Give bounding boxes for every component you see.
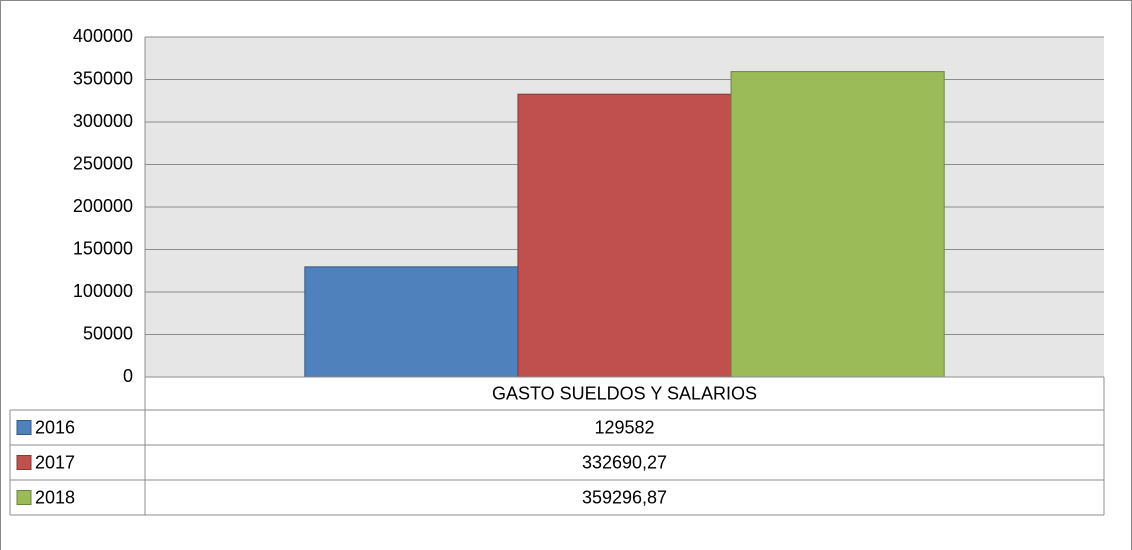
y-tick-label: 0 [123, 366, 133, 386]
legend-label: 2018 [35, 487, 75, 507]
y-tick-label: 400000 [73, 26, 133, 46]
legend-label: 2016 [35, 417, 75, 437]
y-tick-label: 350000 [73, 68, 133, 88]
bar [730, 71, 945, 378]
legend-key [16, 455, 32, 470]
legend-label: 2017 [35, 452, 75, 472]
y-tick-label: 50000 [83, 323, 133, 343]
table-header: GASTO SUELDOS Y SALARIOS [492, 383, 757, 403]
bar [304, 266, 519, 378]
bar [517, 93, 732, 378]
y-tick-label: 150000 [73, 238, 133, 258]
y-tick-label: 300000 [73, 111, 133, 131]
data-label: 332690,27 [582, 452, 667, 472]
data-label: 359296,87 [582, 487, 667, 507]
legend-key [16, 490, 32, 505]
data-label: 129582 [594, 417, 654, 437]
y-tick-label: 100000 [73, 281, 133, 301]
y-tick-label: 200000 [73, 196, 133, 216]
y-tick-label: 250000 [73, 153, 133, 173]
legend-key [16, 420, 32, 435]
